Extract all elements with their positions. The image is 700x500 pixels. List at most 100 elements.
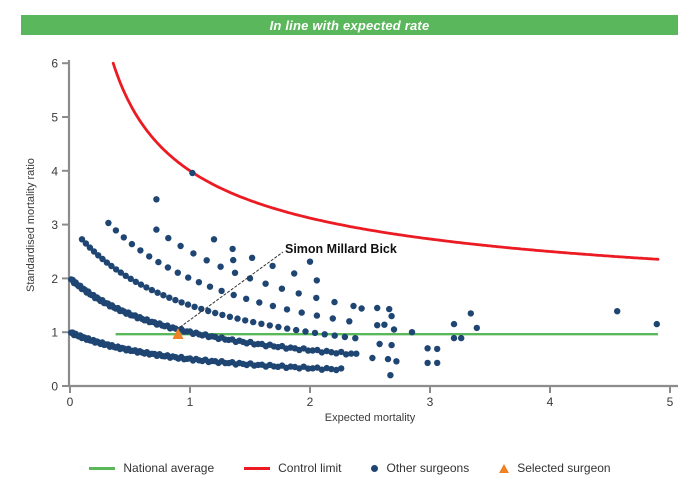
other-surgeon-point [246, 275, 254, 282]
legend-label: Selected surgeon [517, 461, 611, 475]
other-surgeon-point [210, 236, 218, 243]
other-surgeon-point [313, 312, 321, 319]
other-surgeon-point [321, 331, 328, 338]
other-surgeon-point [128, 240, 136, 248]
other-surgeon-point [424, 345, 431, 352]
other-surgeon-point [112, 266, 120, 273]
selected-surgeon-triangle-swatch [499, 463, 510, 473]
other-surgeon-point [381, 321, 388, 328]
other-surgeon-point [450, 320, 458, 328]
other-surgeon-point [184, 301, 192, 308]
other-surgeon-point [132, 278, 139, 285]
other-surgeon-points [68, 169, 660, 379]
chart-legend: National average Control limit Other sur… [0, 458, 700, 478]
other-surgeon-point [318, 349, 326, 356]
x-tick-label: 5 [667, 395, 674, 409]
selected-surgeon-marker [172, 328, 184, 339]
other-surgeon-point [248, 254, 256, 261]
other-surgeon-point [291, 270, 298, 277]
other-surgeon-point [195, 279, 203, 286]
other-surgeon-point [348, 350, 355, 357]
other-surgeon-point [137, 247, 144, 254]
other-surgeon-point [467, 310, 474, 317]
other-surgeon-point [234, 315, 241, 322]
y-tick-label: 4 [51, 164, 58, 178]
other-surgeon-point [174, 269, 181, 276]
other-surgeon-point [313, 294, 320, 302]
other-surgeon-point [112, 227, 120, 234]
national-average-line-swatch [89, 466, 116, 470]
other-surgeon-point [390, 326, 398, 333]
other-surgeon-point [103, 259, 111, 266]
other-surgeon-point [90, 248, 98, 255]
other-surgeon-point [127, 275, 134, 282]
other-surgeon-point [189, 169, 196, 177]
annotation-connector-line [179, 251, 284, 328]
other-surgeon-point [369, 354, 376, 362]
y-tick-label: 6 [51, 57, 58, 71]
other-surgeon-point [278, 285, 286, 292]
other-surgeons-dot-swatch [371, 464, 379, 472]
other-surgeon-point [306, 258, 314, 265]
other-surgeon-point [331, 298, 338, 306]
other-surgeon-point [424, 359, 431, 367]
y-tick-label: 2 [51, 272, 58, 286]
other-surgeon-point [258, 320, 265, 327]
other-surgeon-point [434, 345, 441, 353]
other-surgeon-point [350, 302, 357, 310]
y-tick-label: 3 [51, 218, 58, 232]
other-surgeon-point [99, 255, 106, 263]
other-surgeon-point [434, 359, 441, 367]
legend-label: Other surgeons [386, 461, 470, 475]
other-surgeon-point [331, 332, 338, 339]
other-surgeon-point [283, 306, 291, 313]
other-surgeon-point [256, 299, 263, 306]
x-tick-label: 0 [67, 395, 74, 409]
other-surgeon-point [155, 258, 162, 266]
legend-label: Control limit [278, 461, 342, 475]
other-surgeon-point [212, 309, 219, 317]
status-banner-label: In line with expected rate [269, 17, 430, 33]
other-surgeon-point [185, 274, 192, 281]
other-surgeon-point [78, 236, 86, 243]
y-tick-label: 5 [51, 111, 58, 125]
other-surgeon-point [218, 287, 225, 295]
other-surgeon-point [387, 372, 394, 379]
selected-surgeon-label: Simon Millard Bick [285, 242, 397, 256]
other-surgeon-point [342, 351, 350, 358]
other-surgeon-point [388, 341, 395, 349]
other-surgeon-point [231, 269, 239, 276]
other-surgeon-point [198, 305, 205, 313]
other-surgeon-point [374, 322, 381, 329]
other-surgeon-point [242, 317, 249, 324]
control-limit-line-swatch [244, 466, 271, 470]
x-tick-label: 4 [547, 395, 554, 409]
other-surgeon-point [226, 313, 234, 320]
other-surgeon-point [117, 269, 125, 276]
other-surgeon-point [177, 242, 184, 250]
other-surgeon-point [165, 234, 172, 242]
other-surgeon-point [275, 323, 282, 331]
other-surgeon-point [120, 234, 128, 241]
other-surgeon-point [352, 335, 359, 342]
other-surgeon-point [293, 326, 300, 334]
other-surgeon-point [374, 304, 381, 312]
other-surgeon-point [298, 309, 305, 316]
control-limit-curve [111, 61, 660, 261]
other-surgeon-point [230, 291, 237, 299]
x-tick-label: 2 [307, 395, 314, 409]
other-surgeon-point [122, 272, 129, 279]
other-surgeon-point [328, 365, 335, 373]
legend-item-other-surgeons: Other surgeons [371, 461, 469, 475]
legend-item-selected-surgeon: Selected surgeon [499, 461, 611, 475]
other-surgeon-point [653, 320, 660, 328]
other-surgeon-point [146, 253, 153, 260]
other-surgeon-point [153, 226, 160, 233]
other-surgeon-point [217, 263, 224, 270]
other-surgeon-point [341, 333, 349, 341]
other-surgeon-point [137, 281, 145, 288]
other-surgeon-point [388, 312, 395, 320]
other-surgeon-point [284, 325, 291, 332]
other-surgeon-point [313, 277, 320, 284]
